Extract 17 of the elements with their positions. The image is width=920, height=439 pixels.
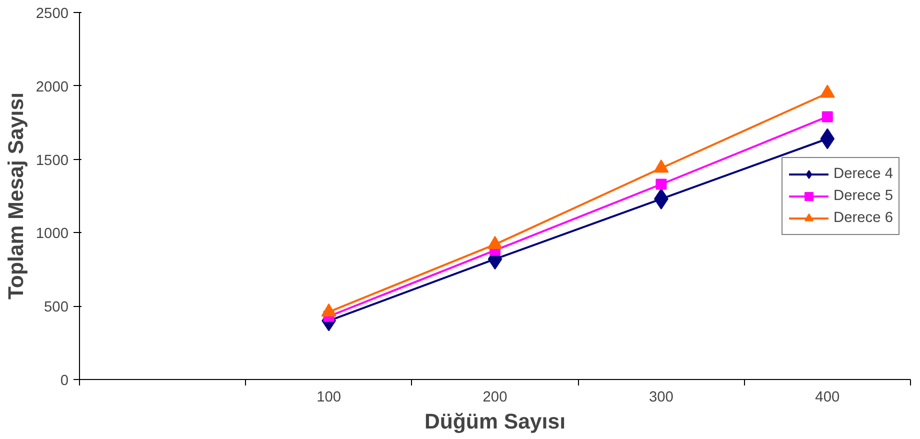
y-axis-title: Toplam Mesaj Sayısı	[4, 92, 28, 300]
y-tick-label: 1000	[36, 226, 69, 242]
y-tick-label: 500	[44, 300, 69, 316]
y-tick-label: 2500	[36, 6, 69, 22]
x-tick-label: 100	[316, 390, 342, 406]
y-tick-label: 1500	[36, 152, 69, 169]
point	[822, 111, 833, 122]
point	[656, 178, 667, 190]
y-tick-label: 2000	[36, 79, 69, 96]
legend-label: Derece 5	[834, 188, 893, 204]
x-tick-label: 400	[815, 390, 840, 406]
x-tick-label: 300	[648, 390, 674, 406]
y-tick-label: 0	[60, 373, 69, 389]
legend-label: Derece 4	[834, 166, 893, 182]
x-tick-label: 200	[482, 390, 508, 406]
legend-label: Derece 6	[834, 210, 893, 226]
x-axis-title: Düğüm Sayısı	[424, 410, 566, 434]
